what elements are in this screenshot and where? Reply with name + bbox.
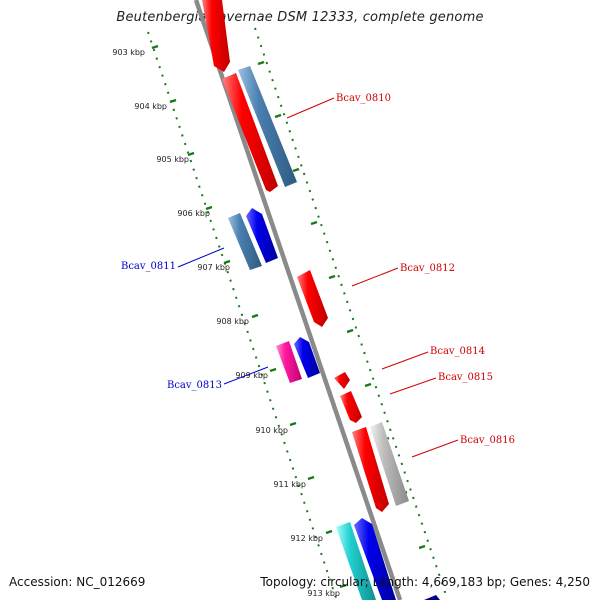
gene-arrow-red[interactable] <box>334 372 350 389</box>
gene-arrow-cyan[interactable] <box>336 522 376 600</box>
leader-line <box>389 377 437 395</box>
gene-arrow-blue[interactable] <box>246 208 278 263</box>
tick-label: 905 kbp <box>156 155 189 164</box>
tick-mark <box>325 529 333 535</box>
genome-summary-text: Topology: circular; Length: 4,669,183 bp… <box>260 575 590 589</box>
tick-mark <box>151 44 159 50</box>
genome-backbone <box>193 0 403 600</box>
gene-labels: Bcav_0810 Bcav_0811 Bcav_0812 Bcav_0813 … <box>121 93 515 458</box>
accession-text: Accession: NC_012669 <box>9 575 146 589</box>
tick-mark <box>169 98 177 104</box>
outer-tick-track <box>254 27 448 599</box>
gene-arrow-red[interactable] <box>222 73 278 192</box>
tick-label: 907 kbp <box>197 263 230 272</box>
tick-label: 912 kbp <box>290 534 323 543</box>
tick-mark <box>339 583 347 589</box>
leader-line <box>223 366 269 385</box>
tick-label: 909 kbp <box>235 371 268 380</box>
gene-arrow-red[interactable] <box>297 270 328 327</box>
gene-label-bcav-0811[interactable]: Bcav_0811 <box>121 261 176 272</box>
gene-label-bcav-0812[interactable]: Bcav_0812 <box>400 263 455 274</box>
kbp-ticks: 903 kbp 904 kbp 905 kbp 906 kbp 907 kbp … <box>112 44 347 598</box>
gene-arrow-red[interactable] <box>202 0 230 72</box>
tick-mark <box>307 475 315 481</box>
gene-label-bcav-0810[interactable]: Bcav_0810 <box>336 93 391 104</box>
tick-label: 911 kbp <box>273 480 306 489</box>
gene-label-bcav-0815[interactable]: Bcav_0815 <box>438 372 493 383</box>
gene-arrow-blue[interactable] <box>294 337 320 378</box>
gene-arrow-red[interactable] <box>340 391 362 423</box>
tick-mark <box>289 421 297 427</box>
gene-arrow-gray[interactable] <box>370 422 409 506</box>
gene-label-bcav-0816[interactable]: Bcav_0816 <box>460 435 515 446</box>
tick-mark <box>269 367 277 373</box>
tick-mark <box>205 205 213 211</box>
gene-label-bcav-0814[interactable]: Bcav_0814 <box>430 346 485 357</box>
leader-line <box>381 351 429 370</box>
tick-label: 908 kbp <box>216 317 249 326</box>
leader-line <box>411 439 459 458</box>
leader-line <box>177 247 225 268</box>
tick-label: 910 kbp <box>255 426 288 435</box>
tick-label: 904 kbp <box>134 102 167 111</box>
tick-mark <box>223 259 231 265</box>
gene-arrow-blue[interactable] <box>354 518 396 600</box>
leader-line <box>286 97 335 119</box>
gene-features <box>202 0 440 600</box>
gene-arrow-magenta[interactable] <box>276 341 302 383</box>
leader-line <box>351 267 399 287</box>
gene-arrow-steelblue[interactable] <box>228 213 262 270</box>
gene-label-bcav-0813[interactable]: Bcav_0813 <box>167 380 222 391</box>
gene-arrow-steelblue[interactable] <box>238 66 297 187</box>
inner-tick-track <box>147 31 337 599</box>
tick-mark <box>187 151 195 157</box>
tick-label: 913 kbp <box>307 589 340 598</box>
tick-mark <box>251 313 259 319</box>
gene-arrow-red[interactable] <box>352 427 389 512</box>
tick-label: 903 kbp <box>112 48 145 57</box>
gene-arrow-navy[interactable] <box>424 595 440 600</box>
outer-major-ticks <box>257 60 426 550</box>
tick-label: 906 kbp <box>177 209 210 218</box>
